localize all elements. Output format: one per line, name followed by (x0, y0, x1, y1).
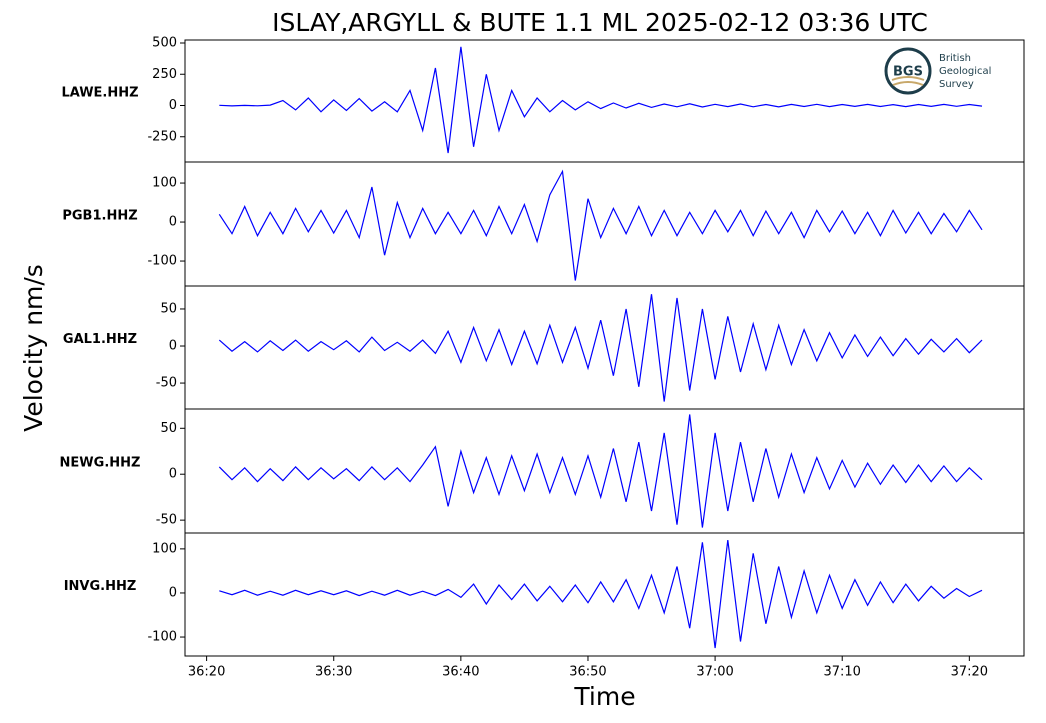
x-tick-label: 36:50 (569, 665, 606, 680)
y-tick-label: 250 (152, 67, 177, 82)
station-label: NEWG.HHZ (60, 456, 141, 471)
y-tick-label: 50 (160, 421, 177, 436)
station-label: PGB1.HHZ (62, 209, 137, 224)
y-tick-label: 0 (169, 585, 177, 600)
x-tick-label: 36:20 (188, 665, 225, 680)
y-tick-label: 0 (169, 339, 177, 354)
y-axis-label: Velocity nm/s (19, 264, 48, 432)
waveform (219, 46, 983, 154)
logo-text: Geological (939, 66, 991, 77)
y-tick-label: -50 (156, 376, 177, 391)
x-tick-label: 37:00 (696, 665, 733, 680)
panel-frame (184, 285, 1025, 410)
waveform (219, 540, 983, 649)
chart-title: ISLAY,ARGYLL & BUTE 1.1 ML 2025-02-12 03… (272, 8, 928, 37)
x-tick-label: 36:40 (442, 665, 479, 680)
x-axis-label: Time (573, 682, 635, 711)
station-label: GAL1.HHZ (63, 332, 137, 347)
panel-frame (184, 161, 1025, 287)
y-tick-label: -100 (147, 630, 177, 645)
logo-text: Survey (939, 79, 974, 90)
station-label: LAWE.HHZ (61, 86, 138, 101)
waveform (218, 414, 983, 528)
y-tick-label: -100 (147, 254, 177, 269)
waveform (218, 169, 983, 281)
x-tick-label: 37:20 (951, 665, 988, 680)
x-tick-label: 36:30 (315, 665, 352, 680)
station-label: INVG.HHZ (64, 579, 137, 594)
y-tick-label: 0 (169, 467, 177, 482)
y-tick-label: 100 (152, 176, 177, 191)
logo-abbr: BGS (893, 65, 923, 80)
logo-ring (884, 47, 932, 95)
logo: BGS British Geological Survey (884, 47, 991, 95)
y-tick-label: -50 (156, 513, 177, 528)
y-tick-label: -250 (147, 129, 177, 144)
x-tick-label: 37:10 (823, 665, 860, 680)
logo-text: British (939, 53, 971, 64)
y-tick-label: 100 (152, 541, 177, 556)
logo-waves (891, 76, 925, 86)
y-tick-label: 0 (169, 98, 177, 113)
panel-frame (184, 532, 1025, 657)
waveform (218, 294, 983, 402)
y-tick-label: 0 (169, 215, 177, 230)
y-tick-label: 50 (160, 301, 177, 316)
y-tick-label: 500 (152, 36, 177, 51)
